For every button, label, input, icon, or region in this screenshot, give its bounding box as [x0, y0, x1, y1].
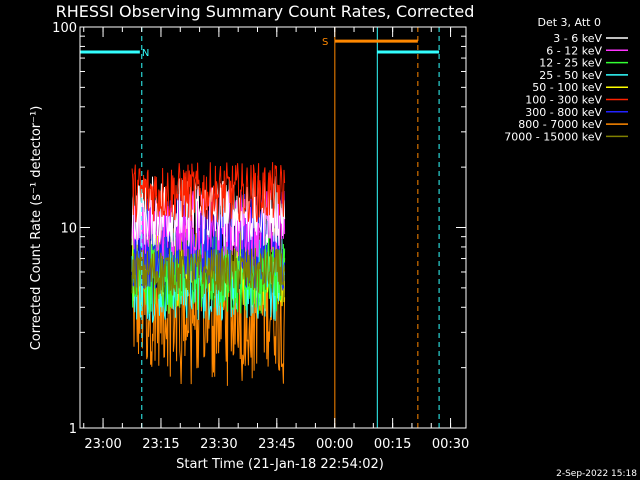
- x-tick-label: 23:15: [142, 437, 179, 452]
- legend-entry-label: 3 - 6 keV: [553, 32, 602, 45]
- y-tick-label: 100: [52, 21, 77, 36]
- series-trace: [131, 246, 286, 296]
- flag-label: S: [322, 37, 328, 48]
- legend-entry-label: 100 - 300 keV: [525, 94, 602, 107]
- y-tick-label: 10: [60, 222, 77, 237]
- x-tick-label: 00:15: [374, 437, 411, 452]
- x-tick-label: 00:00: [316, 437, 353, 452]
- x-axis-label: Start Time (21-Jan-18 22:54:02): [176, 457, 384, 472]
- y-tick-label: 1: [69, 422, 77, 437]
- x-tick-label: 23:00: [84, 437, 121, 452]
- legend-entry-label: 50 - 100 keV: [532, 81, 602, 94]
- legend-entry-label: 300 - 800 keV: [525, 106, 602, 119]
- data-layer: [131, 162, 286, 386]
- series-trace: [131, 187, 286, 260]
- datestamp: 2-Sep-2022 15:18: [556, 469, 637, 479]
- legend-entry-label: 7000 - 15000 keV: [504, 130, 602, 143]
- series-trace: [131, 162, 286, 223]
- x-tick-label: 23:30: [200, 437, 237, 452]
- x-tick-label: 23:45: [258, 437, 295, 452]
- legend-header: Det 3, Att 0: [538, 16, 602, 29]
- x-tick-label: 00:30: [432, 437, 469, 452]
- legend-entry-label: 800 - 7000 keV: [518, 118, 602, 131]
- legend-entry-label: 12 - 25 keV: [539, 57, 602, 70]
- chart-title: RHESSI Observing Summary Count Rates, Co…: [56, 2, 475, 21]
- y-axis-label: Corrected Count Rate (s⁻¹ detector⁻¹): [29, 106, 44, 351]
- legend-entry-label: 6 - 12 keV: [546, 44, 602, 57]
- axis-layer: 1 10 100 23:00 23:15 23:30 23:45 00:00 00:15 00:3…: [52, 21, 469, 452]
- legend-entry-label: 25 - 50 keV: [539, 69, 602, 82]
- flag-label: N: [142, 48, 149, 59]
